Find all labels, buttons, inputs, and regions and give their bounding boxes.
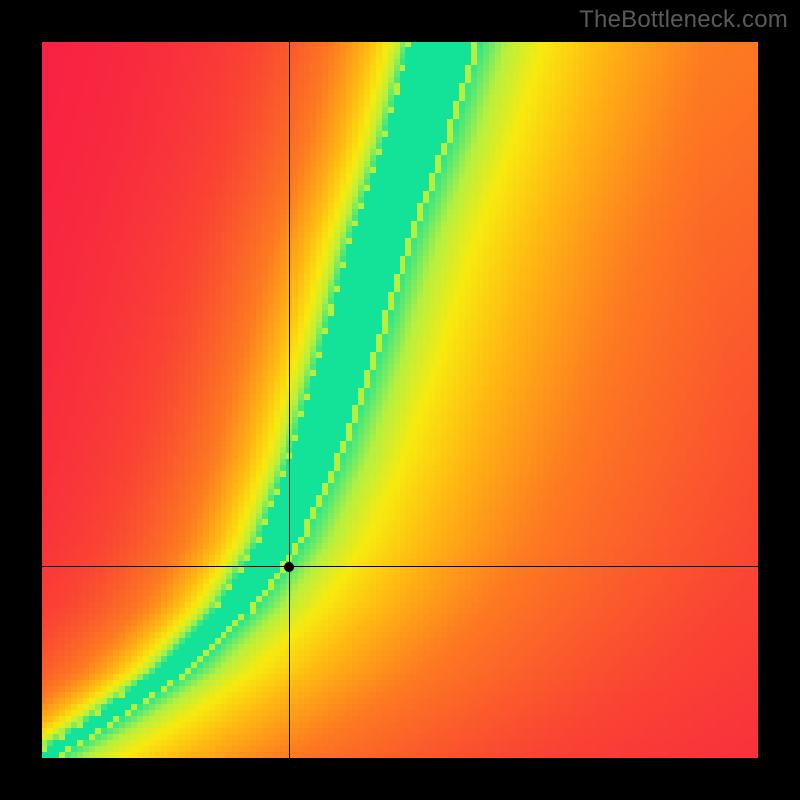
crosshair-vertical <box>289 42 290 758</box>
watermark-text: TheBottleneck.com <box>579 6 788 34</box>
heatmap-canvas <box>42 42 758 758</box>
heatmap-plot <box>42 42 758 758</box>
crosshair-marker <box>284 562 294 572</box>
crosshair-horizontal <box>42 566 758 567</box>
